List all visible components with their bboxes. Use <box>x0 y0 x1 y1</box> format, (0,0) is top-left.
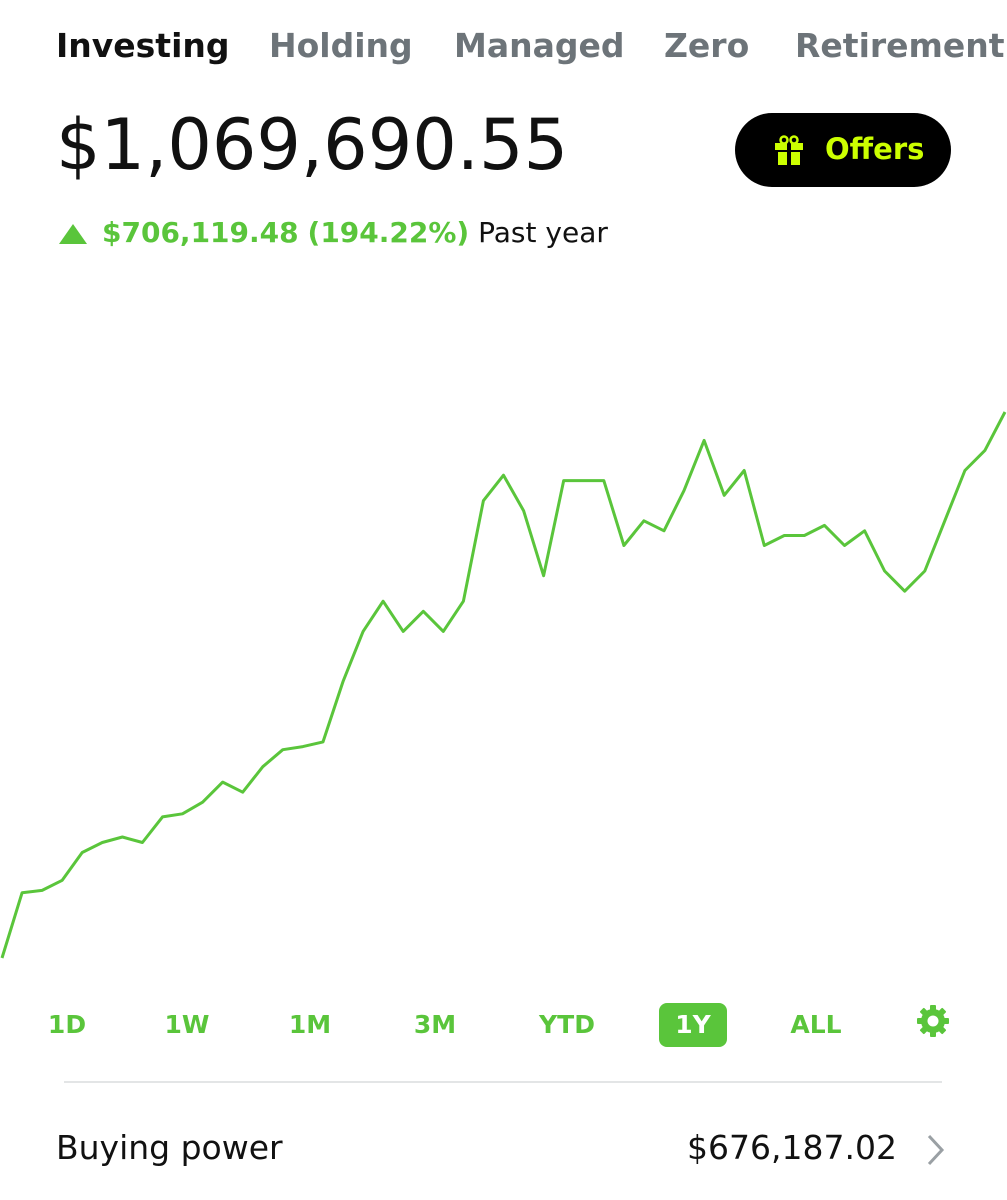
tab[interactable]: Investing <box>56 26 230 65</box>
chevron <box>927 1134 945 1166</box>
tab[interactable]: Managed <box>454 26 625 65</box>
range-button[interactable]: 1Y <box>659 1003 727 1047</box>
tab[interactable]: Zero <box>664 26 750 65</box>
tab[interactable]: Retirement <box>795 26 1005 65</box>
range-button[interactable]: YTD <box>539 1010 595 1039</box>
change-percent: (194.22%) <box>307 216 470 249</box>
gift-icon <box>775 135 803 165</box>
chart <box>0 411 1007 959</box>
range-button[interactable]: 1M <box>288 1010 332 1039</box>
up-arrow <box>59 224 87 244</box>
settings-icon[interactable] <box>915 1003 951 1039</box>
tab[interactable]: Holding <box>269 26 413 65</box>
buying-power-row[interactable]: Buying power $676,187.02 <box>0 1118 1007 1182</box>
change-amount: $706,119.48 <box>102 216 299 249</box>
range-button[interactable]: 1D <box>47 1010 87 1039</box>
offers-label: Offers <box>825 132 925 166</box>
balance: $1,069,690.55 <box>56 104 569 186</box>
divider <box>64 1081 942 1083</box>
price-line <box>0 411 1007 959</box>
offers-button[interactable]: Offers <box>735 113 951 187</box>
change-period: Past year <box>478 216 608 249</box>
change: $706,119.48 (194.22%) Past year <box>102 216 608 249</box>
range-button[interactable]: 3M <box>413 1010 457 1039</box>
buying-power-label: Buying power <box>56 1128 283 1167</box>
buying-power-value: $676,187.02 <box>687 1128 897 1167</box>
range-button[interactable]: 1W <box>164 1010 210 1039</box>
range-button[interactable]: ALL <box>790 1010 842 1039</box>
